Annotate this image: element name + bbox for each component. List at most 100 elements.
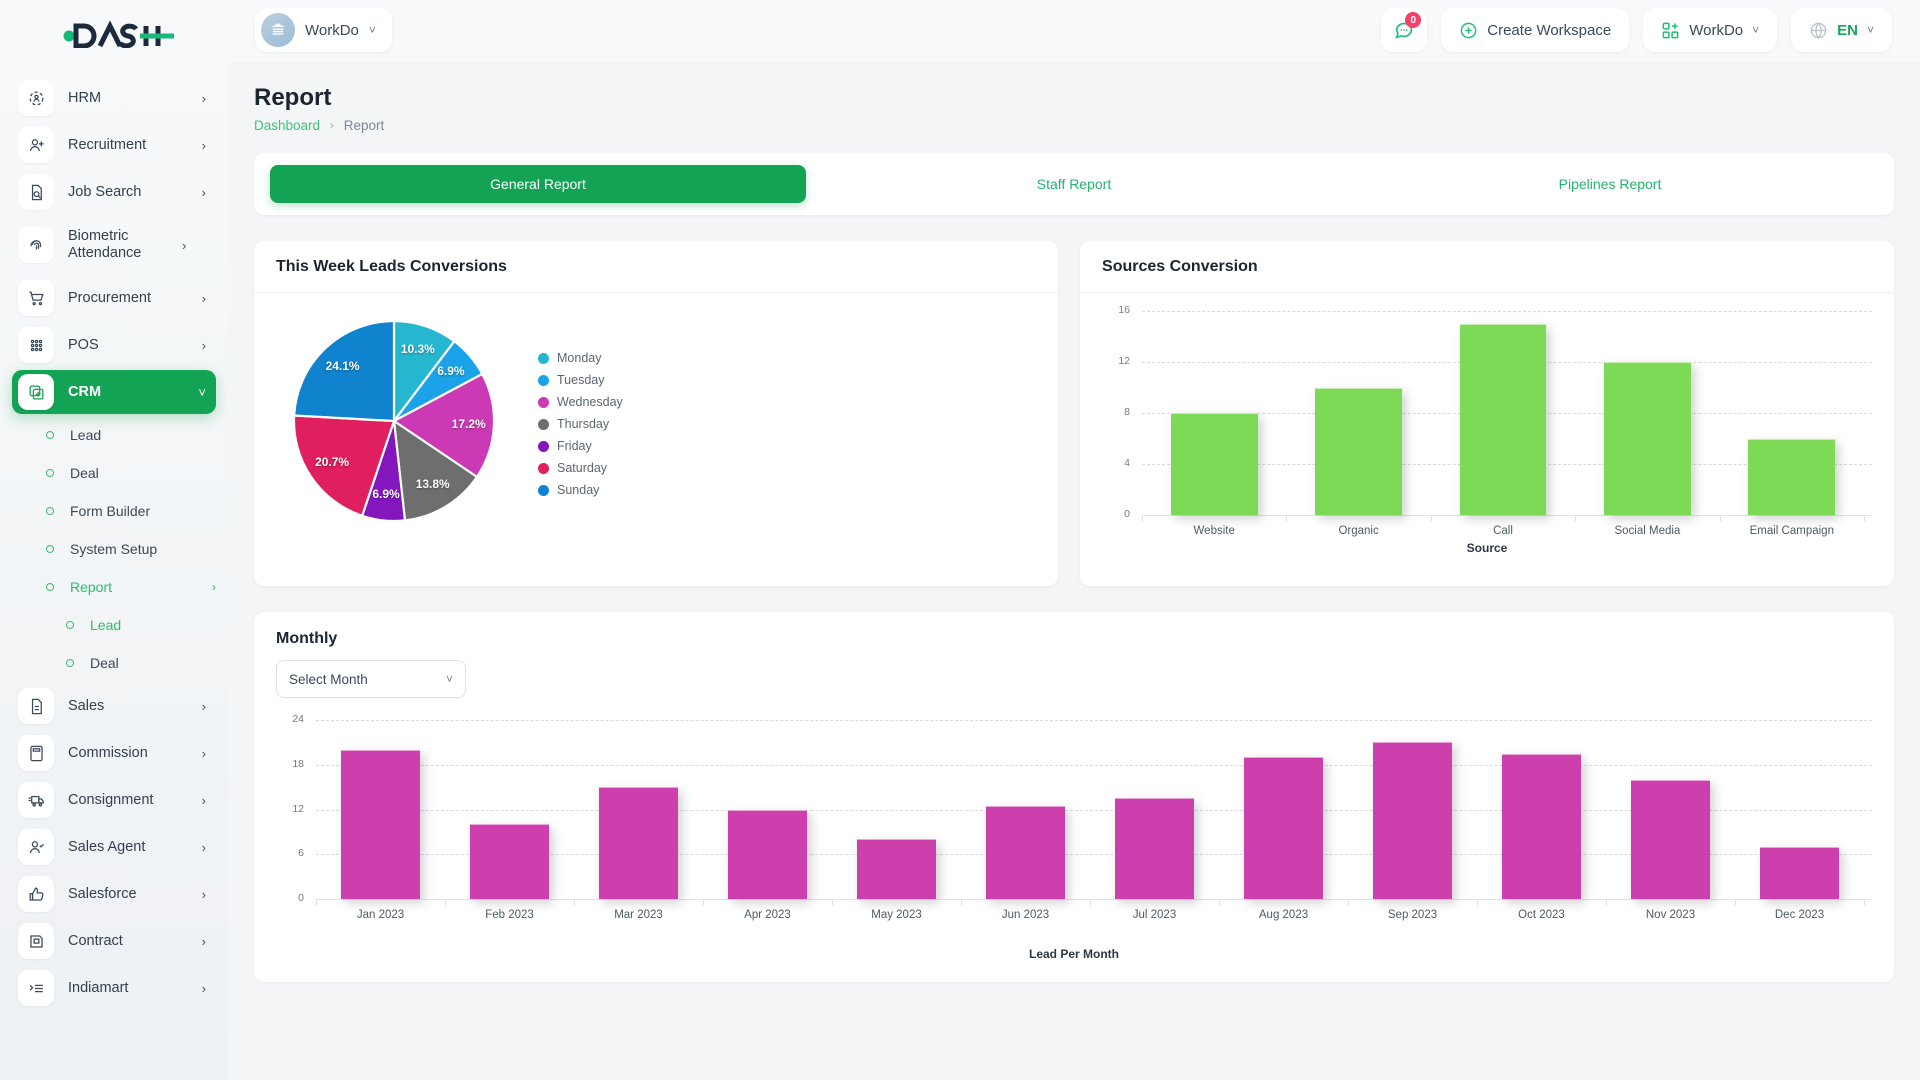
sidebar-item-deal[interactable]: Deal [12,455,216,491]
card-title: This Week Leads Conversions [276,257,507,275]
create-workspace-button[interactable]: Create Workspace [1441,8,1630,52]
x-tick [1864,515,1866,522]
bar[interactable] [985,805,1066,899]
sidebar-item-report-lead[interactable]: Lead [12,607,216,643]
legend-item[interactable]: Wednesday [538,395,623,409]
tab-pipelines-report[interactable]: Pipelines Report [1558,176,1662,192]
list-icon [18,970,54,1006]
y-axis-tick: 12 [292,802,304,815]
sidebar-label: Indiamart [68,979,129,996]
sidebar-label: POS [68,336,99,353]
bullet-icon [46,583,54,591]
bar[interactable] [727,809,808,899]
bar[interactable] [1243,757,1324,899]
sidebar-item-report[interactable]: Report › [12,569,216,605]
calculator-icon [18,735,54,771]
x-axis-label: Apr 2023 [744,909,791,921]
sidebar-label: HRM [68,89,102,106]
pie-slice[interactable] [292,319,396,423]
chevron-right-icon: › [201,90,206,106]
bar[interactable] [1748,438,1836,515]
x-tick [1864,899,1865,906]
bullet-icon [66,621,74,629]
sidebar-item-job-search[interactable]: Job Search › [12,170,216,214]
legend-item[interactable]: Friday [538,439,623,453]
workspace-switcher-button[interactable]: WorkDo ˅ [1643,8,1778,52]
card-header: Sources Conversion [1080,241,1894,293]
bar[interactable] [1630,779,1711,899]
bar[interactable] [340,749,421,899]
user-check-icon [18,829,54,865]
sources-bar-chart[interactable]: 0 4 8 12 16 Website Organic Call Social Media Ema… [1102,304,1872,541]
sidebar[interactable]: HRM › Recruitment › Job Search › Biometr… [0,62,228,1080]
bar[interactable] [1759,846,1840,899]
x-axis-label: Dec 2023 [1774,909,1825,921]
sidebar-item-indiamart[interactable]: Indiamart › [12,966,216,1010]
x-tick [574,899,575,906]
x-axis-label: Oct 2023 [1518,909,1565,921]
x-tick [832,899,833,906]
x-tick [1719,515,1721,522]
chevron-right-icon: › [201,980,206,996]
sidebar-item-procurement[interactable]: Procurement › [12,276,216,320]
workspace-chip[interactable]: WorkDo ˅ [255,8,392,52]
sidebar-item-sales[interactable]: Sales › [12,684,216,728]
x-axis-label: Feb 2023 [485,909,534,921]
sidebar-sub-label: Lead [70,427,102,443]
breadcrumb-dashboard[interactable]: Dashboard [254,118,321,133]
dash-logo[interactable] [60,14,180,49]
language-button[interactable]: EN ˅ [1791,8,1892,52]
monthly-axis-title: Lead Per Month [1028,947,1119,961]
x-tick [961,899,962,906]
monthly-card: Monthly Select Month ˅ 0 6 12 18 24 Jan 2023 F… [254,612,1894,982]
messages-button[interactable]: 0 [1381,8,1428,52]
page-title: Report [254,84,332,111]
tab-staff-report[interactable]: Staff Report [1036,176,1112,192]
sidebar-item-report-deal[interactable]: Deal [12,645,216,681]
select-month-dropdown[interactable]: Select Month ˅ [276,660,466,698]
bar[interactable] [1114,798,1195,899]
hrm-icon [18,80,54,116]
sidebar-item-hrm[interactable]: HRM › [12,76,216,120]
sidebar-item-form-builder[interactable]: Form Builder [12,493,216,529]
bar[interactable] [1459,323,1547,515]
monthly-bar-chart[interactable]: 0 6 12 18 24 Jan 2023 Feb 2023 Mar 2023 Apr 2023… [276,713,1872,925]
bar[interactable] [856,839,937,899]
sidebar-sub-label: Report [70,579,113,595]
tab-general-report[interactable]: General Report [270,165,806,203]
sidebar-label: Salesforce [68,885,137,902]
legend-item[interactable]: Saturday [538,461,623,475]
x-axis-label: Nov 2023 [1645,909,1696,921]
bar[interactable] [1372,742,1453,899]
pie-slice[interactable] [392,418,479,522]
main-content: Report Dashboard › Report General Report… [228,62,1920,1080]
pie-slice[interactable] [292,414,396,518]
sidebar-item-biometric-attendance[interactable]: Biometric Attendance › [12,217,216,273]
bar[interactable] [1315,387,1402,515]
sidebar-item-commission[interactable]: Commission › [12,731,216,775]
sidebar-item-consignment[interactable]: Consignment › [12,778,216,822]
sidebar-item-sales-agent[interactable]: Sales Agent › [12,825,216,869]
legend-item[interactable]: Thursday [538,417,623,431]
sidebar-item-lead[interactable]: Lead [12,417,216,453]
pie-slice[interactable] [391,372,496,479]
bar[interactable] [469,824,550,899]
legend-item[interactable]: Tuesday [538,373,623,387]
legend-item[interactable]: Monday [538,351,623,365]
sidebar-item-salesforce[interactable]: Salesforce › [12,872,216,916]
sidebar-item-system-setup[interactable]: System Setup [12,531,216,567]
legend-item[interactable]: Sunday [538,483,623,497]
card-title: Sources Conversion [1102,257,1258,275]
sidebar-item-crm[interactable]: CRM ˅ [12,370,216,414]
bar[interactable] [598,787,679,899]
sidebar-item-recruitment[interactable]: Recruitment › [12,123,216,167]
bar[interactable] [1170,413,1258,515]
bar[interactable] [1501,753,1582,899]
legend-label: Wednesday [557,395,623,409]
sources-axis-title: Source [1466,541,1508,555]
sidebar-item-contract[interactable]: Contract › [12,919,216,963]
bar[interactable] [1604,362,1691,515]
sidebar-item-pos[interactable]: POS › [12,323,216,367]
pie-chart[interactable]: 10.3% 6.9% 17.2% 13.8% 6.9% 20.7% 24.1% [284,311,504,531]
chevron-down-icon: ˅ [1866,23,1874,37]
